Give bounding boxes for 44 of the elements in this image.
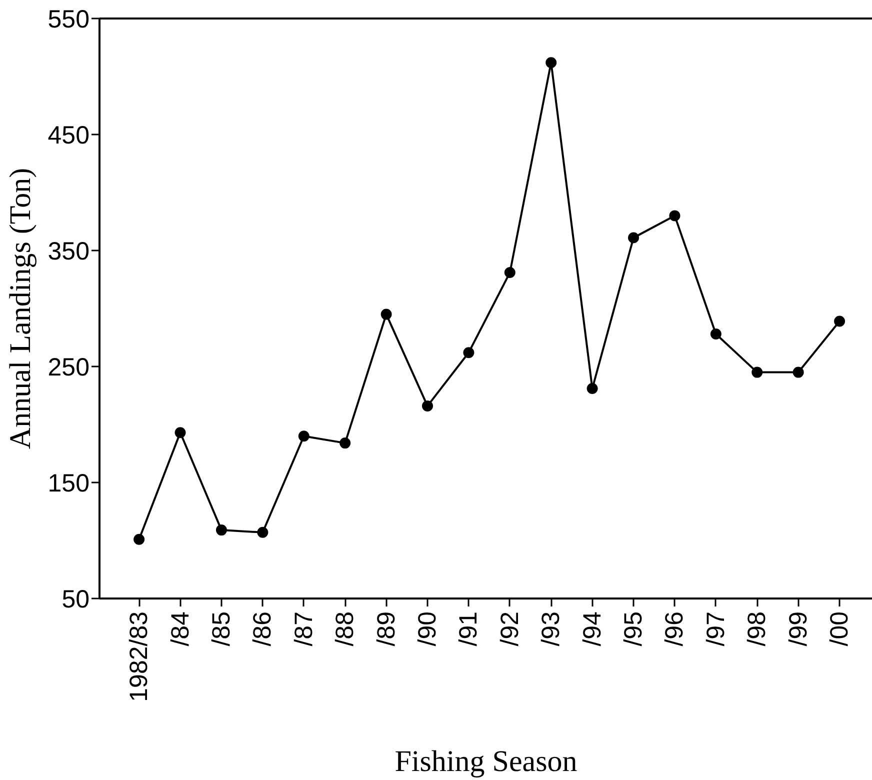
point bbox=[463, 347, 474, 358]
x-tick-label: /95 bbox=[620, 611, 648, 646]
x-tick-label: /86 bbox=[248, 611, 277, 646]
x-tick-label: /99 bbox=[784, 611, 812, 646]
point bbox=[340, 438, 351, 449]
x-tick-label: /96 bbox=[660, 611, 689, 646]
point bbox=[174, 427, 186, 438]
point bbox=[628, 232, 640, 244]
x-tick-label: /92 bbox=[496, 611, 524, 646]
point bbox=[834, 316, 846, 327]
point bbox=[380, 308, 392, 320]
x-tick-label: /91 bbox=[454, 611, 483, 646]
point bbox=[504, 267, 516, 278]
x-tick-label: /94 bbox=[578, 611, 606, 646]
y-tick-label: 550 bbox=[48, 6, 90, 34]
y-tick-label: 150 bbox=[48, 470, 90, 498]
x-axis-title: Fishing Season bbox=[394, 744, 578, 778]
x-tick-label: /84 bbox=[166, 611, 194, 646]
y-axis-title: Annual Landings (Ton) bbox=[4, 168, 37, 450]
point bbox=[669, 210, 680, 222]
point bbox=[710, 328, 722, 340]
y-tick-label: 50 bbox=[62, 586, 90, 614]
y-tick-label: 350 bbox=[48, 238, 90, 266]
x-tick-label: /87 bbox=[290, 611, 318, 646]
x-tick-label: /98 bbox=[743, 611, 772, 646]
x-tick-label: /97 bbox=[702, 611, 730, 646]
x-tick-label: /85 bbox=[207, 611, 236, 646]
x-tick-label: /88 bbox=[331, 611, 360, 646]
point bbox=[792, 366, 804, 378]
y-tick-label: 250 bbox=[48, 354, 90, 382]
point bbox=[752, 366, 763, 378]
point bbox=[422, 400, 433, 412]
point bbox=[586, 383, 598, 394]
y-tick-label: 450 bbox=[48, 122, 90, 150]
point bbox=[134, 534, 145, 545]
x-tick-label: /90 bbox=[413, 611, 442, 646]
x-tick-label: /93 bbox=[537, 611, 566, 646]
point bbox=[546, 57, 557, 68]
x-tick-label: 1982/83 bbox=[125, 611, 154, 702]
point bbox=[257, 526, 268, 538]
x-tick-label: /00 bbox=[826, 611, 854, 646]
point bbox=[216, 524, 227, 536]
point bbox=[298, 430, 310, 442]
x-tick-label: /89 bbox=[372, 611, 400, 646]
